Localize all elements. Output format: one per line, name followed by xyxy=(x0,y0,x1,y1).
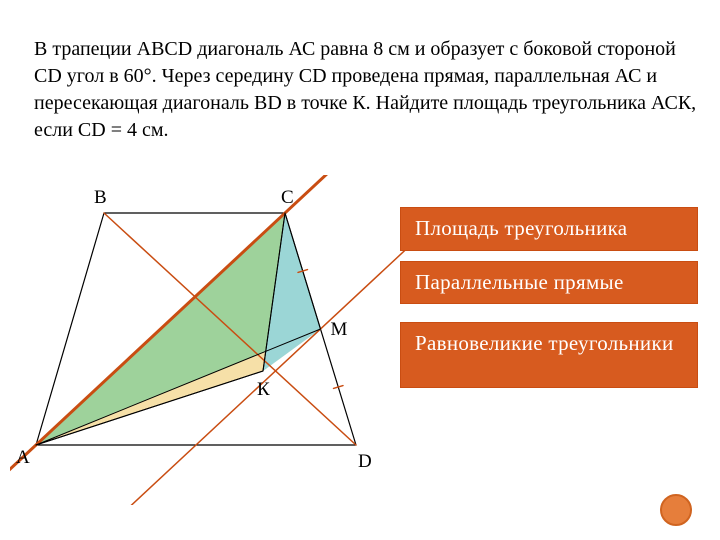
label-M: М xyxy=(331,319,348,340)
hint-equiareal: Равновеликие треугольники xyxy=(400,322,698,388)
label-K: К xyxy=(257,379,270,400)
hint-parallel: Параллельные прямые xyxy=(400,261,698,304)
problem-text: В трапеции ABCD диагональ АС равна 8 см … xyxy=(34,36,706,144)
slide-marker-icon xyxy=(660,494,692,526)
label-C: С xyxy=(281,187,294,208)
label-D: D xyxy=(358,451,372,472)
hint-area: Площадь треугольника xyxy=(400,207,698,251)
geometry-diagram: А В С D М К xyxy=(10,175,410,505)
label-B: В xyxy=(94,187,107,208)
label-A: А xyxy=(16,447,30,468)
